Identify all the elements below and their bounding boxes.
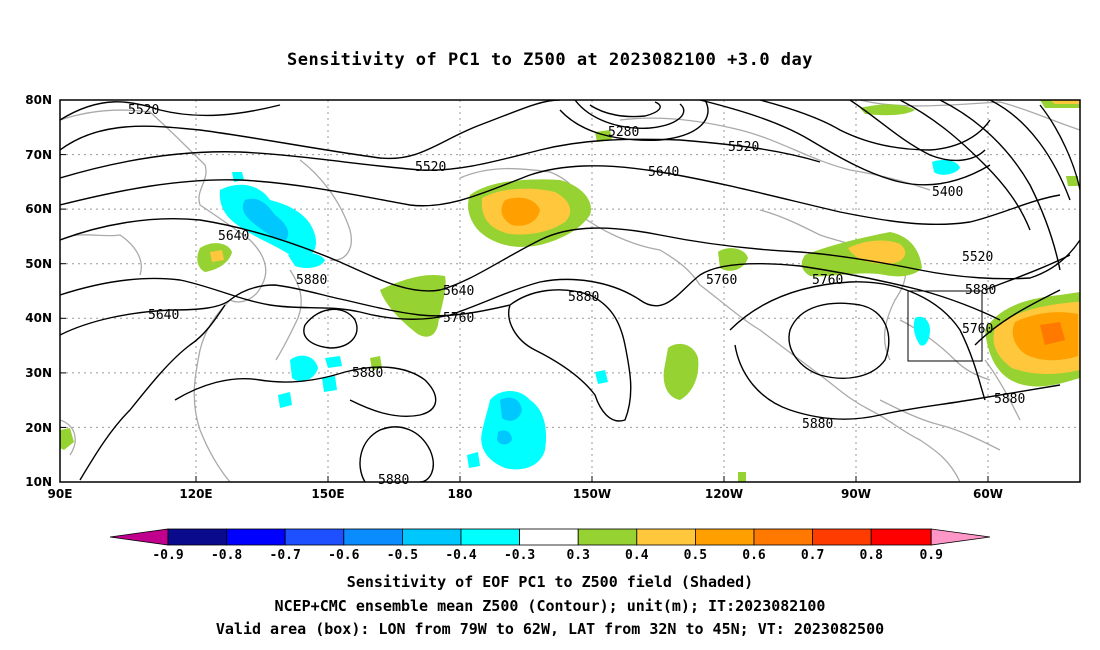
- contour-label: 5760: [443, 311, 474, 326]
- lat-label: 30N: [25, 366, 52, 380]
- colorbar: -0.9 -0.8 -0.7 -0.6 -0.5 -0.4 -0.3 0.3 0…: [109, 528, 991, 563]
- contour-label: 5880: [568, 290, 599, 305]
- colorbar-seg: [284, 528, 345, 546]
- plot-frame: [59, 99, 1081, 483]
- colorbar-seg: [343, 528, 403, 546]
- contour-label: 5640: [218, 229, 249, 244]
- colorbar-seg: [812, 528, 872, 546]
- contour-label: 5400: [932, 185, 963, 200]
- contour-label: 5520: [728, 140, 759, 155]
- footer-line-contour: NCEP+CMC ensemble mean Z500 (Contour); u…: [274, 597, 826, 615]
- colorbar-seg: [109, 528, 169, 546]
- colorbar-tick: 0.4: [625, 548, 649, 563]
- footer-line-shaded: Sensitivity of EOF PC1 to Z500 field (Sh…: [346, 573, 754, 591]
- contour-label: 5520: [962, 250, 993, 265]
- valid-area-box: [907, 290, 983, 362]
- contour-label: 5880: [378, 473, 409, 488]
- contour-label: 5880: [296, 273, 327, 288]
- lat-label: 60N: [25, 202, 52, 216]
- colorbar-tick: -0.8: [211, 548, 242, 563]
- contour-label: 5760: [706, 273, 737, 288]
- lon-label: 90E: [48, 487, 73, 501]
- colorbar-tick: -0.5: [387, 548, 418, 563]
- contour-label: 5640: [443, 284, 474, 299]
- lat-label: 80N: [25, 93, 52, 107]
- colorbar-seg: [636, 528, 696, 546]
- axis-ticks: [60, 99, 989, 483]
- colorbar-tick: 0.5: [684, 548, 707, 563]
- longitude-labels: 90E 120E 150E 180 150W 120W 90W 60W: [48, 487, 1003, 501]
- lat-label: 70N: [25, 148, 52, 162]
- map-title: Sensitivity of PC1 to Z500 at 2023082100…: [286, 50, 813, 70]
- lon-label: 120E: [179, 487, 212, 501]
- lon-label: 180: [447, 487, 472, 501]
- contour-label: 5880: [965, 283, 996, 298]
- colorbar-seg: [226, 528, 286, 546]
- colorbar-tick: -0.4: [445, 548, 476, 563]
- contour-label: 5280: [608, 125, 639, 140]
- colorbar-seg: [460, 528, 520, 546]
- z500-contours: [60, 100, 1080, 482]
- lon-label: 60W: [973, 487, 1003, 501]
- colorbar-tick: 0.3: [566, 548, 589, 563]
- footer-line-valid-area: Valid area (box): LON from 79W to 62W, L…: [215, 620, 885, 638]
- colorbar-tick: -0.6: [328, 548, 359, 563]
- colorbar-seg: [577, 528, 638, 546]
- contour-label: 5640: [648, 165, 679, 180]
- contour-label: 5760: [962, 322, 993, 337]
- colorbar-tick: -0.3: [504, 548, 535, 563]
- lon-label: 90W: [841, 487, 871, 501]
- contour-label: 5760: [812, 273, 843, 288]
- colorbar-tick: -0.7: [270, 548, 301, 563]
- lon-label: 120W: [705, 487, 743, 501]
- colorbar-tick: 0.7: [801, 548, 824, 563]
- colorbar-seg: [401, 528, 462, 546]
- colorbar-seg: [519, 528, 579, 546]
- contour-label: 5880: [802, 417, 833, 432]
- lon-label: 150W: [573, 487, 611, 501]
- lat-label: 20N: [25, 421, 52, 435]
- colorbar-seg: [930, 528, 991, 546]
- colorbar-seg: [167, 528, 227, 546]
- lat-label: 10N: [25, 475, 52, 489]
- colorbar-tick: 0.6: [742, 548, 766, 563]
- shaded-sensitivity: [60, 100, 1080, 482]
- colorbar-tick: -0.9: [152, 548, 183, 563]
- contour-label: 5880: [994, 392, 1025, 407]
- colorbar-seg: [870, 528, 932, 546]
- lat-label: 50N: [25, 257, 52, 271]
- colorbar-seg: [753, 528, 813, 546]
- lon-label: 150E: [311, 487, 344, 501]
- colorbar-tick: 0.8: [859, 548, 883, 563]
- contour-labels: 5520 5280 5520 5520 5640 5400 5640 5520 …: [128, 103, 1025, 488]
- lat-label: 40N: [25, 311, 52, 325]
- contour-label: 5520: [415, 160, 446, 175]
- latitude-labels: 80N 70N 60N 50N 40N 30N 20N 10N: [25, 93, 52, 489]
- colorbar-seg: [695, 528, 755, 546]
- contour-label: 5640: [148, 308, 179, 323]
- colorbar-tick: 0.9: [919, 548, 942, 563]
- contour-label: 5520: [128, 103, 159, 118]
- contour-label: 5880: [352, 366, 383, 381]
